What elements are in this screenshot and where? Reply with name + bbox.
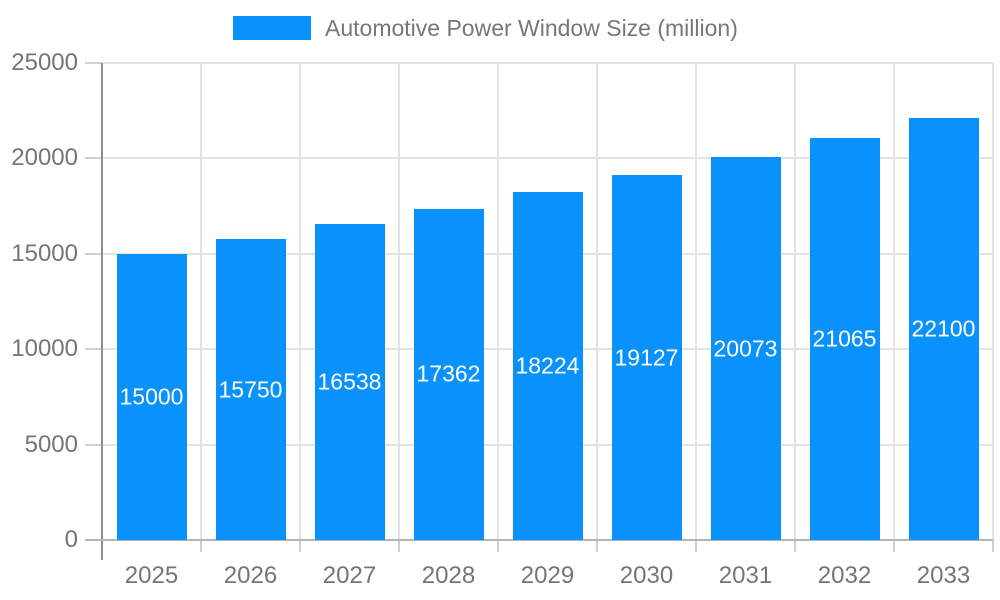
x-tick-label: 2032: [817, 562, 872, 589]
x-tick-mark: [992, 540, 994, 552]
y-tick-label: 5000: [24, 430, 78, 458]
v-gridline: [299, 63, 301, 540]
y-tick-mark: [85, 157, 102, 160]
bar-2027[interactable]: [314, 224, 385, 540]
x-tick-mark: [200, 540, 202, 552]
v-gridline: [497, 63, 499, 540]
bar-2026[interactable]: [215, 239, 286, 540]
y-tick-mark: [85, 252, 102, 255]
x-tick-label: 2028: [421, 562, 476, 589]
bar-2028[interactable]: [413, 208, 484, 540]
v-gridline: [398, 63, 400, 540]
y-tick-label: 10000: [11, 335, 78, 363]
bar-2025[interactable]: [116, 253, 187, 540]
y-tick-mark: [85, 348, 102, 351]
v-gridline: [794, 63, 796, 540]
x-tick-label: 2027: [322, 562, 377, 589]
x-tick-label: 2026: [223, 562, 278, 589]
x-tick-label: 2031: [718, 562, 773, 589]
y-tick-label: 15000: [11, 239, 78, 267]
x-tick-mark: [101, 540, 103, 552]
legend-label[interactable]: Automotive Power Window Size (million): [325, 15, 738, 41]
x-tick-mark: [596, 540, 598, 552]
y-tick-mark: [85, 539, 102, 541]
v-gridline: [893, 63, 895, 540]
y-tick-mark: [85, 443, 102, 446]
x-tick-label: 2030: [619, 562, 674, 589]
x-tick-mark: [794, 540, 796, 552]
y-tick-label: 0: [64, 526, 78, 553]
x-tick-mark: [299, 540, 301, 552]
bar-2031[interactable]: [710, 157, 781, 540]
y-tick-mark: [85, 62, 102, 64]
v-gridline: [992, 63, 994, 540]
bar-2029[interactable]: [512, 192, 583, 540]
bar-2030[interactable]: [611, 175, 682, 540]
x-tick-mark: [398, 540, 400, 552]
y-tick-label: 25000: [11, 49, 78, 76]
y-tick-label: 20000: [11, 144, 78, 172]
x-tick-label: 2025: [124, 562, 179, 589]
v-gridline: [695, 63, 697, 540]
legend-swatch[interactable]: [233, 16, 311, 40]
bar-2033[interactable]: [908, 118, 979, 540]
y-axis-line: [101, 63, 103, 560]
x-tick-mark: [695, 540, 697, 552]
x-tick-label: 2029: [520, 562, 575, 589]
chart-legend[interactable]: Automotive Power Window Size (million): [233, 14, 738, 42]
h-gridline: [102, 62, 993, 64]
bar-2032[interactable]: [809, 138, 880, 540]
x-tick-mark: [893, 540, 895, 552]
x-tick-mark: [497, 540, 499, 552]
v-gridline: [596, 63, 598, 540]
v-gridline: [200, 63, 202, 540]
x-tick-label: 2033: [916, 562, 971, 589]
